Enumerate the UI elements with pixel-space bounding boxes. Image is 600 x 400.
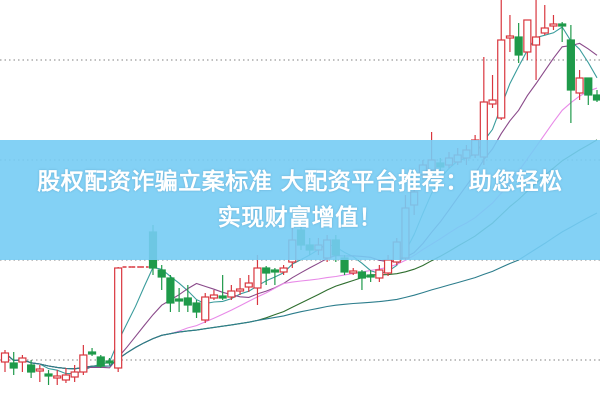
candle-body-down (105, 360, 114, 364)
candle (262, 266, 271, 285)
candle (44, 370, 53, 385)
candle-body-up (349, 270, 358, 274)
candle (175, 288, 184, 312)
candle-body-down (584, 77, 593, 96)
candle (192, 300, 201, 318)
candle-body-down (514, 36, 523, 56)
candle-body-down (558, 23, 567, 27)
candle (375, 265, 384, 282)
title-banner: 股权配资诈骗立案标准 大配资平台推荐：助您轻松 实现财富增值！ (0, 140, 600, 260)
candle-body-up (244, 282, 253, 288)
candle (9, 352, 18, 375)
candle (35, 365, 44, 382)
candle (253, 255, 262, 305)
candle-body-up (0, 352, 10, 363)
candle-body-up (549, 23, 558, 27)
candle (540, 5, 549, 35)
candle (201, 293, 210, 323)
candle (523, 19, 532, 60)
candle-body-down (566, 39, 575, 91)
candle-body-up (114, 267, 123, 369)
banner-title-line-1: 股权配资诈骗立案标准 大配资平台推荐：助您轻松 (37, 169, 563, 195)
candle (87, 348, 97, 356)
candle-body-up (209, 294, 219, 299)
candle-body-down (157, 269, 166, 278)
candle (79, 345, 88, 375)
candle (592, 90, 600, 102)
candle (209, 290, 219, 300)
candle-body-up (279, 267, 288, 273)
candle (505, 15, 515, 52)
candle-body-up (375, 269, 384, 279)
candle-body-up (35, 368, 44, 372)
candle-body-down (175, 298, 184, 302)
candle-body-down (87, 351, 97, 355)
candle (0, 350, 10, 372)
banner-title-line-2: 实现财富增值！ (217, 205, 383, 231)
candle-body-down (166, 277, 175, 304)
candle (584, 77, 593, 105)
ma10-line (4, 42, 598, 370)
candle-body-down (270, 269, 279, 273)
candle (114, 267, 123, 372)
candle (235, 278, 245, 295)
candle-body-down (592, 94, 600, 101)
candle-body-down (96, 356, 105, 367)
candle (96, 355, 105, 368)
candle-body-up (531, 36, 541, 46)
candle (357, 270, 367, 290)
candle-body-up (70, 371, 79, 378)
candle (366, 270, 375, 282)
candle (166, 275, 175, 312)
candle (558, 22, 567, 42)
candle (497, 0, 506, 120)
candle (349, 268, 358, 275)
candle-body-down (9, 362, 18, 369)
candle (531, 0, 541, 80)
candle-body-down (192, 302, 201, 313)
candle (183, 285, 192, 312)
candle-body-up (53, 375, 62, 379)
candle-body-down (183, 297, 192, 306)
candle (53, 370, 62, 385)
candle-body-down (218, 295, 227, 299)
candle-body-up (383, 259, 393, 274)
candle-body-up (505, 35, 515, 39)
candle-body-up (61, 374, 71, 381)
candle (575, 70, 584, 100)
candle-body-up (523, 19, 532, 53)
candle-body-down (44, 373, 53, 377)
candle (566, 25, 575, 123)
candle (70, 365, 79, 382)
candle (279, 265, 288, 275)
candle-body-down (27, 364, 36, 373)
candle-body-down (366, 274, 375, 278)
candle (227, 285, 236, 300)
candle-body-down (262, 267, 271, 274)
candle-body-up (235, 288, 245, 292)
candle (157, 265, 166, 290)
candle-body-up (79, 354, 88, 373)
candle-body-up (253, 267, 262, 289)
candle-body-up (227, 290, 236, 298)
candle (218, 275, 227, 300)
candle (270, 268, 279, 285)
candle (244, 275, 253, 292)
candle (105, 358, 114, 365)
candle (27, 360, 36, 378)
candle-body-down (340, 257, 349, 273)
candle (61, 368, 71, 383)
candle-body-up (201, 296, 210, 321)
candle-body-up (497, 39, 506, 119)
candle-body-up (488, 99, 497, 105)
candle (514, 23, 523, 63)
candle (549, 15, 558, 30)
candle (18, 355, 27, 372)
candle (488, 75, 497, 108)
candle-body-down (357, 271, 367, 279)
candle-body-up (575, 77, 584, 94)
candle-body-up (18, 357, 27, 363)
candle-body-up (540, 27, 549, 34)
